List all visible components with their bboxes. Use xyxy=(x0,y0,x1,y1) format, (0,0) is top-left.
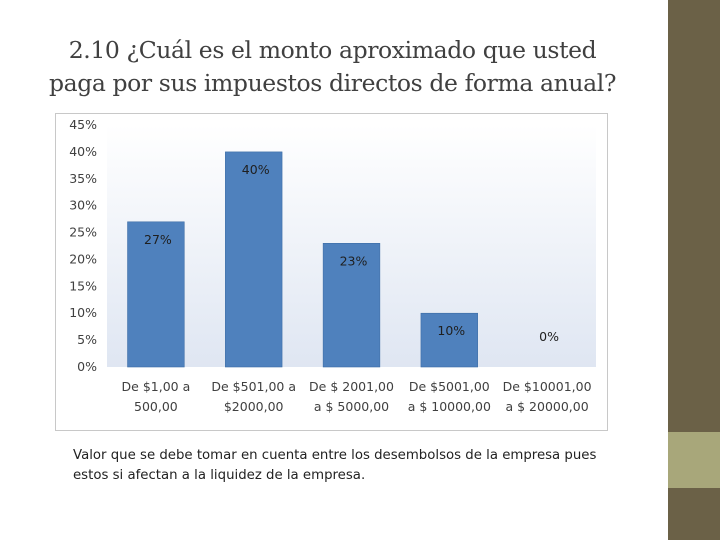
data-label: 40% xyxy=(242,162,270,177)
category-label: $2000,00 xyxy=(224,399,284,414)
side-band-top xyxy=(668,0,720,430)
bar xyxy=(127,221,185,368)
category-label: a $ 5000,00 xyxy=(314,399,389,414)
side-band-accent xyxy=(668,432,720,488)
category-label: De $1,00 a xyxy=(122,379,191,394)
y-tick-label: 0% xyxy=(77,359,97,374)
y-tick-label: 40% xyxy=(69,144,97,159)
y-tick-label: 30% xyxy=(69,198,97,213)
decorative-side-band xyxy=(665,0,720,540)
side-band-bottom xyxy=(668,488,720,540)
slide-note: Valor que se debe tomar en cuenta entre … xyxy=(73,448,597,483)
category-label: De $5001,00 xyxy=(409,379,490,394)
slide-title: 2.10 ¿Cuál es el monto aproximado que us… xyxy=(0,34,665,100)
bar xyxy=(322,243,381,368)
y-tick-label: 5% xyxy=(77,332,97,347)
chart-canvas: 0% 5% 10% 15% 20% 25% 30% 35% 40% 45% 27% De $1,00 … xyxy=(69,117,596,414)
data-label: 27% xyxy=(144,232,172,247)
data-label: 10% xyxy=(437,323,465,338)
title-line-1: 2.10 ¿Cuál es el monto aproximado que us… xyxy=(68,36,597,64)
y-tick-label: 15% xyxy=(69,278,97,293)
bar xyxy=(420,312,478,368)
title-line-2: paga por sus impuestos directos de forma… xyxy=(48,69,617,97)
category-label: De $ 2001,00 xyxy=(309,379,394,394)
category-label: 500,00 xyxy=(134,399,178,414)
data-label: 23% xyxy=(340,253,368,268)
bar-chart: 0% 5% 10% 15% 20% 25% 30% 35% 40% 45% 27% De $1,00 … xyxy=(55,113,608,431)
y-tick-label: 45% xyxy=(69,117,97,132)
data-label: 0% xyxy=(539,329,559,344)
y-tick-label: 25% xyxy=(69,225,97,240)
y-tick-label: 20% xyxy=(69,251,97,266)
side-band-separator xyxy=(665,0,668,540)
category-label: De $10001,00 xyxy=(503,379,592,394)
category-label: De $501,00 a xyxy=(211,379,296,394)
category-label: a $ 20000,00 xyxy=(505,399,588,414)
y-tick-label: 10% xyxy=(69,305,97,320)
bar xyxy=(225,151,283,368)
category-label: a $ 10000,00 xyxy=(408,399,491,414)
y-tick-label: 35% xyxy=(69,171,97,186)
